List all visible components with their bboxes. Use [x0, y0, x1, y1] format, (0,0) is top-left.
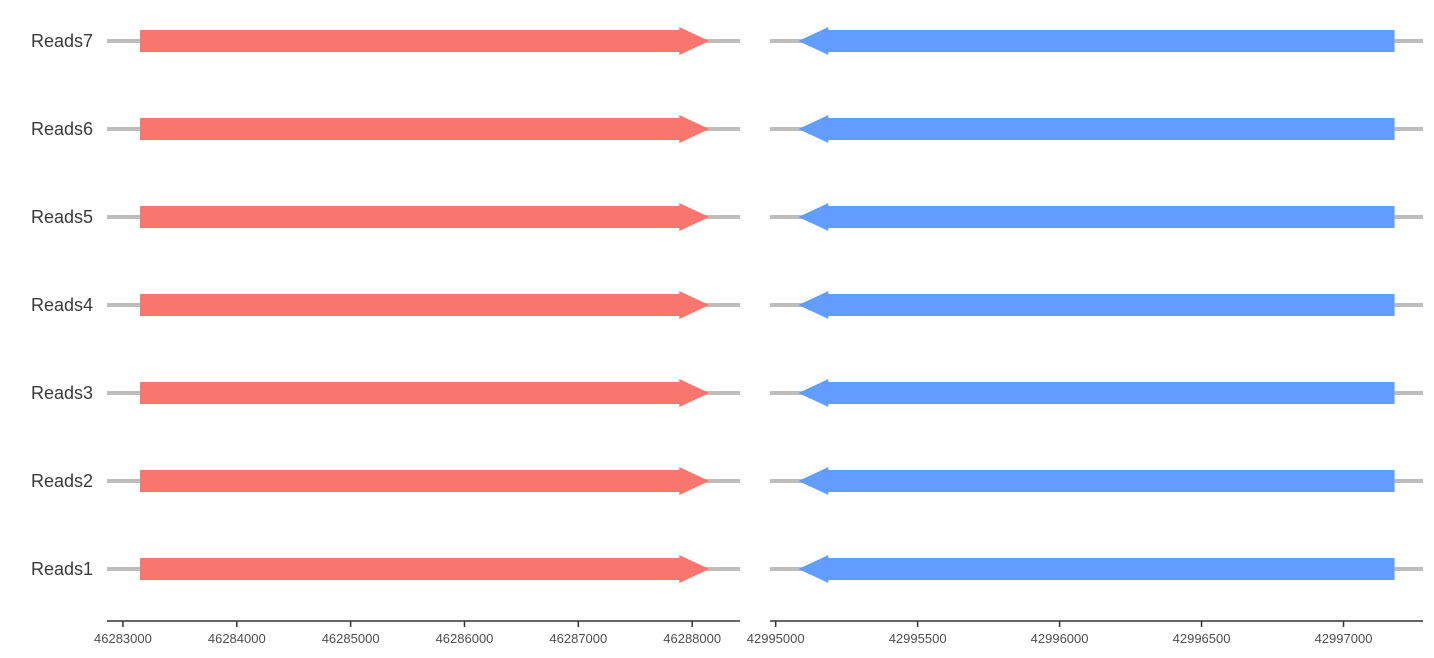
gene-arrow-reverse [798, 203, 1395, 231]
x-tick-label: 46283000 [94, 631, 152, 646]
x-tick-label: 46285000 [322, 631, 380, 646]
row-label: Reads3 [31, 383, 93, 403]
x-tick-label: 46287000 [549, 631, 607, 646]
gene-arrow-reverse [798, 291, 1395, 319]
x-tick-label: 42997000 [1315, 631, 1373, 646]
x-tick-label: 42996000 [1031, 631, 1089, 646]
x-tick-label: 46284000 [208, 631, 266, 646]
gene-arrow-forward [140, 203, 710, 231]
gene-arrow-forward [140, 555, 710, 583]
row-label: Reads1 [31, 559, 93, 579]
x-tick-label: 42995000 [747, 631, 805, 646]
gene-arrow-reverse [798, 115, 1395, 143]
gene-arrow-reverse [798, 379, 1395, 407]
row-label: Reads2 [31, 471, 93, 491]
gene-arrow-forward [140, 115, 710, 143]
x-tick-label: 46286000 [436, 631, 494, 646]
row-label: Reads5 [31, 207, 93, 227]
gene-arrow-reverse [798, 467, 1395, 495]
x-tick-label: 42996500 [1173, 631, 1231, 646]
gene-arrow-reverse [798, 27, 1395, 55]
row-label: Reads7 [31, 31, 93, 51]
gene-arrow-forward [140, 27, 710, 55]
gene-arrow-forward [140, 291, 710, 319]
x-tick-label: 46288000 [663, 631, 721, 646]
row-label: Reads6 [31, 119, 93, 139]
gene-arrow-reverse [798, 555, 1395, 583]
gene-arrow-forward [140, 467, 710, 495]
gene-arrow-forward [140, 379, 710, 407]
row-label: Reads4 [31, 295, 93, 315]
x-tick-label: 42995500 [889, 631, 947, 646]
